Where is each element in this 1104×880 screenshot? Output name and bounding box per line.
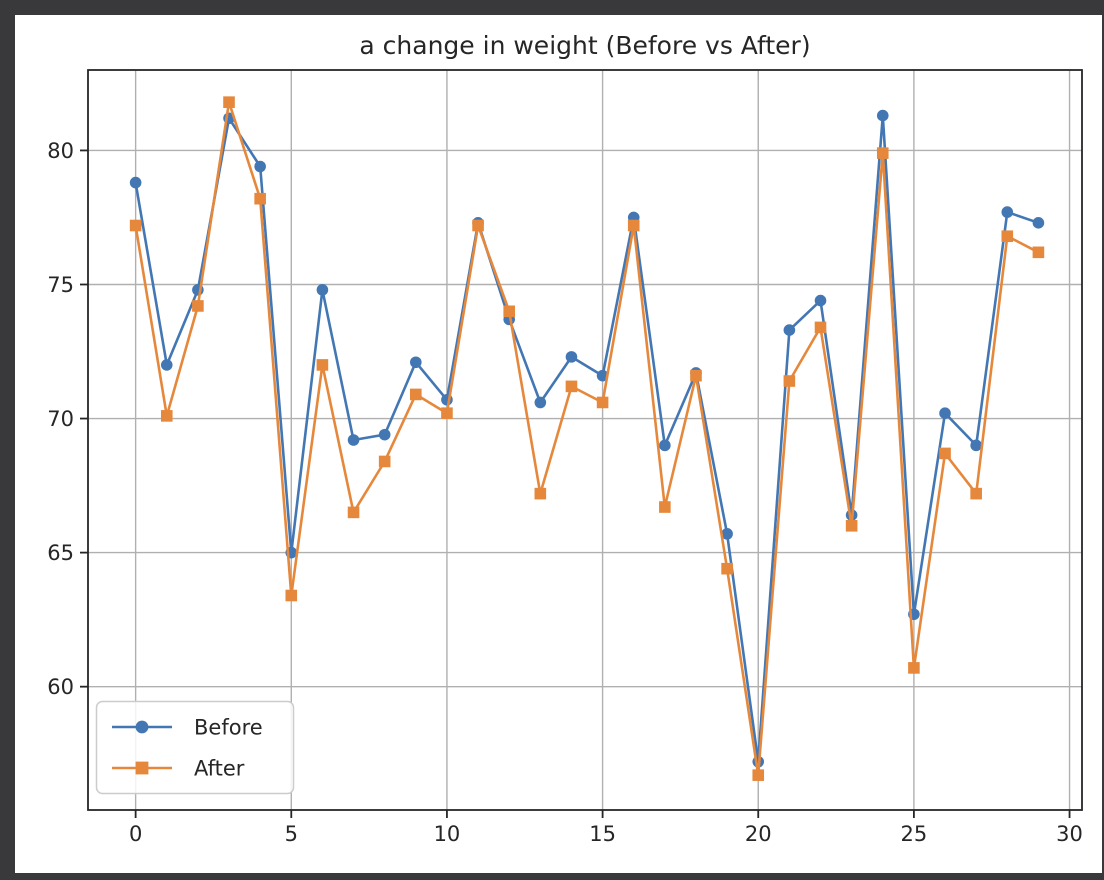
data-point-circle — [254, 160, 266, 173]
y-axis: 60 65 70 75 80 — [47, 139, 88, 699]
data-point-square — [1032, 246, 1045, 259]
legend-entry-before: Before — [112, 715, 263, 739]
legend-label-before: Before — [194, 715, 263, 739]
data-point-square — [690, 369, 702, 382]
y-tick-label: 75 — [47, 273, 74, 297]
data-point-square — [192, 300, 204, 312]
legend-entry-after: After — [112, 756, 245, 780]
plot-area: 0 5 10 15 20 25 30 60 65 70 75 80 — [47, 69, 1083, 846]
data-point-square — [1001, 230, 1014, 243]
data-point-square — [254, 192, 266, 205]
data-point-circle — [939, 407, 951, 419]
legend-square-marker-icon — [135, 761, 149, 775]
data-point-square — [908, 662, 920, 674]
data-point-circle — [876, 109, 889, 122]
data-point-circle — [1032, 217, 1045, 229]
data-point-square — [472, 219, 484, 232]
chart-title: a change in weight (Before vs After) — [359, 31, 810, 60]
x-tick-label: 20 — [745, 822, 772, 846]
data-point-square — [627, 219, 640, 232]
x-axis: 0 5 10 15 20 25 30 — [129, 810, 1083, 846]
x-tick-label: 15 — [589, 822, 616, 846]
data-point-circle — [659, 439, 671, 452]
data-point-circle — [814, 294, 827, 307]
data-point-square — [845, 519, 858, 532]
x-tick-label: 30 — [1056, 822, 1083, 846]
data-point-circle — [721, 528, 733, 540]
data-point-square — [970, 487, 982, 500]
data-point-circle — [347, 434, 360, 446]
y-tick-label: 65 — [47, 541, 74, 565]
data-point-circle — [410, 356, 422, 369]
legend-label-after: After — [194, 756, 245, 780]
data-point-circle — [129, 176, 142, 189]
legend-circle-marker-icon — [135, 720, 149, 734]
data-point-circle — [160, 359, 173, 371]
data-point-circle — [534, 396, 547, 409]
data-point-square — [347, 506, 360, 519]
x-tick-label: 25 — [901, 822, 928, 846]
data-point-square — [876, 147, 889, 159]
data-point-square — [378, 455, 391, 468]
data-point-square — [223, 96, 235, 108]
data-point-circle — [316, 284, 329, 296]
data-point-circle — [1001, 206, 1014, 218]
data-point-square — [565, 380, 578, 393]
data-point-square — [659, 501, 671, 513]
x-tick-label: 0 — [129, 822, 142, 846]
y-tick-label: 80 — [47, 139, 74, 163]
data-point-square — [814, 321, 827, 334]
gridlines — [88, 70, 1082, 810]
data-point-square — [721, 562, 733, 575]
data-point-circle — [565, 351, 578, 363]
y-tick-label: 60 — [47, 675, 74, 699]
data-point-square — [160, 410, 173, 422]
data-point-square — [285, 589, 298, 602]
data-point-square — [783, 375, 796, 387]
series-line — [134, 114, 1039, 763]
data-point-square — [503, 305, 515, 318]
data-point-square — [441, 407, 453, 419]
data-point-circle — [378, 428, 391, 441]
data-point-square — [316, 359, 329, 371]
data-point-square — [534, 487, 547, 500]
axes-spines — [87, 69, 1083, 811]
data-point-circle — [783, 324, 796, 336]
data-point-square — [596, 396, 609, 409]
data-point-circle — [970, 439, 982, 452]
x-tick-label: 5 — [285, 822, 298, 846]
data-point-square — [129, 219, 142, 232]
y-tick-label: 70 — [47, 407, 74, 431]
series-after — [129, 96, 1045, 781]
series-line — [134, 100, 1039, 777]
x-tick-label: 10 — [434, 822, 461, 846]
data-point-square — [410, 388, 422, 401]
data-point-square — [939, 447, 951, 460]
legend: Before After — [95, 700, 295, 795]
data-point-square — [752, 769, 765, 781]
